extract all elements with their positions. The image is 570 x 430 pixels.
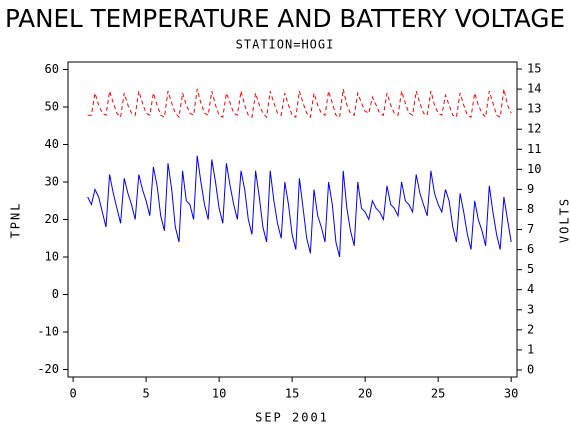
y2-tick-label: 6 bbox=[527, 242, 534, 256]
y-tick-label: -10 bbox=[37, 325, 59, 339]
x-tick-label: 5 bbox=[143, 387, 150, 401]
y2-tick-label: 12 bbox=[527, 122, 541, 136]
y2-tick-label: 3 bbox=[527, 302, 534, 316]
y2-tick-label: 2 bbox=[527, 322, 534, 336]
y-tick-label: 30 bbox=[45, 175, 59, 189]
x-tick-label: 15 bbox=[285, 387, 299, 401]
y2-tick-label: 7 bbox=[527, 222, 534, 236]
y2-tick-label: 8 bbox=[527, 202, 534, 216]
y2-tick-label: 14 bbox=[527, 82, 541, 96]
y2-tick-label: 11 bbox=[527, 142, 541, 156]
chart-subtitle: STATION=HOGI bbox=[236, 38, 335, 52]
y2-tick-label: 1 bbox=[527, 342, 534, 356]
y2-tick-label: 9 bbox=[527, 182, 534, 196]
y-tick-label: 40 bbox=[45, 137, 59, 151]
y-tick-label: 20 bbox=[45, 212, 59, 226]
y2-tick-label: 0 bbox=[527, 362, 534, 376]
data-line bbox=[87, 88, 512, 119]
y-tick-label: -20 bbox=[37, 362, 59, 376]
x-tick-label: 0 bbox=[69, 387, 76, 401]
chart-title: PANEL TEMPERATURE AND BATTERY VOLTAGE bbox=[5, 4, 565, 33]
y2-tick-label: 4 bbox=[527, 282, 534, 296]
y2-tick-label: 15 bbox=[527, 62, 541, 76]
y-axis-label: TPNL bbox=[9, 202, 23, 239]
y-tick-label: 10 bbox=[45, 250, 59, 264]
y2-tick-label: 5 bbox=[527, 262, 534, 276]
x-axis-label: SEP 2001 bbox=[255, 411, 329, 425]
y2-tick-label: 10 bbox=[527, 162, 541, 176]
y2-tick-label: 13 bbox=[527, 102, 541, 116]
data-line bbox=[87, 155, 512, 258]
y2-axis-label: VOLTS bbox=[558, 197, 570, 243]
x-tick-label: 30 bbox=[504, 387, 518, 401]
x-tick-label: 10 bbox=[212, 387, 226, 401]
x-tick-label: 25 bbox=[431, 387, 445, 401]
y-tick-label: 50 bbox=[45, 100, 59, 114]
y-tick-label: 0 bbox=[52, 287, 59, 301]
x-tick-label: 20 bbox=[358, 387, 372, 401]
y-tick-label: 60 bbox=[45, 62, 59, 76]
